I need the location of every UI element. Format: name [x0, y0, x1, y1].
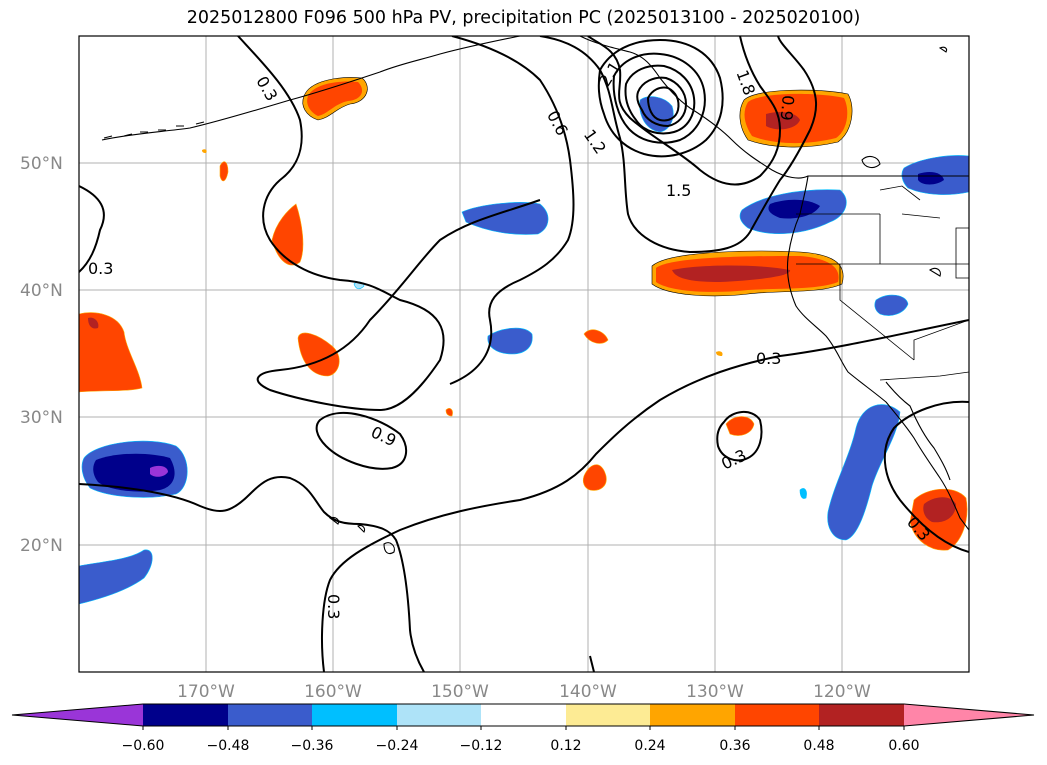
pv-contours — [79, 36, 969, 672]
colorbar-segment — [481, 704, 566, 726]
contour-label: 1.5 — [666, 181, 691, 200]
colorbar-segment — [904, 704, 1034, 726]
colorbar-tick-label: 0.12 — [550, 738, 581, 754]
lon-label: 160°W — [304, 682, 362, 702]
lon-label: 170°W — [177, 682, 235, 702]
lon-label: 140°W — [559, 682, 617, 702]
colorbar-tick-label: −0.24 — [376, 738, 419, 754]
colorbar-segment — [650, 704, 735, 726]
lon-label: 130°W — [686, 682, 744, 702]
colorbar: −0.60 −0.48 −0.36 −0.24 −0.12 0.12 0.24 … — [11, 703, 1035, 754]
map-frame — [78, 35, 970, 673]
colorbar-segment — [397, 704, 481, 726]
longitude-labels: 170°W 160°W 150°W 140°W 130°W 120°W — [177, 682, 871, 702]
colorbar-tick-label: 0.36 — [719, 738, 750, 754]
latitude-labels: 50°N 40°N 30°N 20°N — [20, 154, 63, 556]
colorbar-tick-label: −0.60 — [122, 738, 165, 754]
colorbar-segment — [566, 704, 650, 726]
coastlines — [101, 36, 969, 555]
precip-positive-shading — [79, 77, 968, 551]
colorbar-tick-label: −0.36 — [291, 738, 334, 754]
colorbar-segment — [312, 704, 397, 726]
contour-label: 0.3 — [756, 349, 781, 368]
political-borders — [796, 175, 969, 381]
colorbar-segment — [12, 704, 143, 726]
lon-label: 150°W — [431, 682, 489, 702]
colorbar-tick-label: 0.60 — [888, 738, 919, 754]
colorbar-tick-label: 0.48 — [803, 738, 834, 754]
lat-label: 30°N — [20, 408, 63, 428]
colorbar-tick-label: −0.12 — [460, 738, 503, 754]
lat-label: 20°N — [20, 536, 63, 556]
colorbar-tick-label: −0.48 — [207, 738, 250, 754]
lon-label: 120°W — [813, 682, 871, 702]
lat-label: 50°N — [20, 154, 63, 174]
lat-label: 40°N — [20, 281, 63, 301]
contour-label: 0.3 — [324, 594, 343, 619]
colorbar-segment — [228, 704, 312, 726]
contour-label: 0.3 — [88, 259, 113, 278]
colorbar-segment — [143, 704, 228, 726]
colorbar-tick-label: 0.24 — [634, 738, 665, 754]
contour-label: 0.9 — [777, 94, 798, 121]
map-title: 2025012800 F096 500 hPa PV, precipitatio… — [186, 8, 861, 28]
colorbar-segment — [735, 704, 819, 726]
colorbar-segment — [819, 704, 904, 726]
